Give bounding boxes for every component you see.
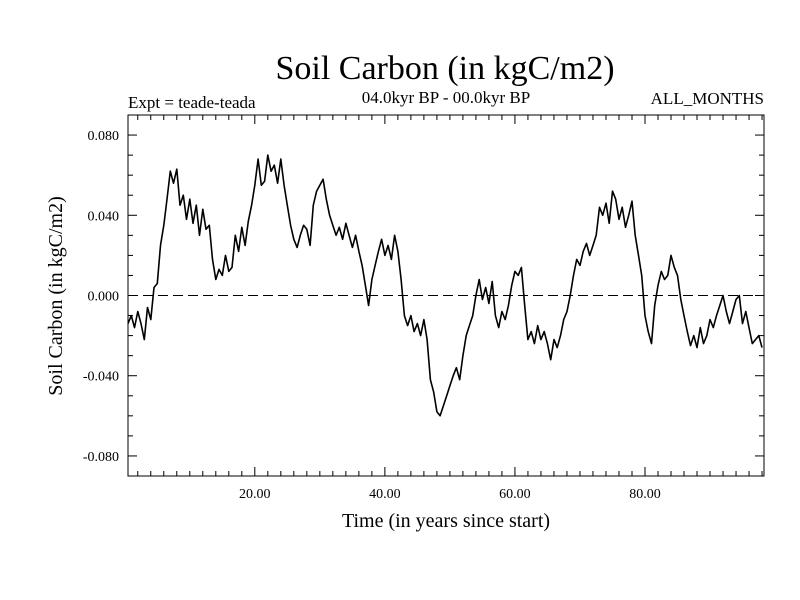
y-tick-label: 0.040: [88, 209, 120, 224]
plot-area: 20.00 40.00 60.00 80.00 0.080 0.040 0.000 -0.04…: [83, 114, 765, 502]
experiment-label: Expt = teade-teada: [128, 93, 256, 112]
y-tick-label: 0.080: [88, 129, 120, 144]
x-tick-label: 20.00: [239, 487, 271, 502]
y-tick-label: -0.080: [83, 450, 119, 465]
series-line-soil-carbon: [127, 154, 763, 417]
x-tick-label: 60.00: [499, 487, 531, 502]
x-tick-label: 40.00: [369, 487, 401, 502]
y-tick-label: 0.000: [88, 290, 120, 305]
chart-title: Soil Carbon (in kgC/m2): [275, 50, 614, 87]
x-axis-label: Time (in years since start): [342, 510, 550, 532]
period-label: ALL_MONTHS: [651, 89, 764, 108]
x-tick-label: 80.00: [629, 487, 661, 502]
y-tick-label: -0.040: [83, 370, 119, 385]
y-axis-label: Soil Carbon (in kgC/m2): [45, 196, 67, 395]
chart-subtitle: 04.0kyr BP - 00.0kyr BP: [362, 88, 530, 107]
